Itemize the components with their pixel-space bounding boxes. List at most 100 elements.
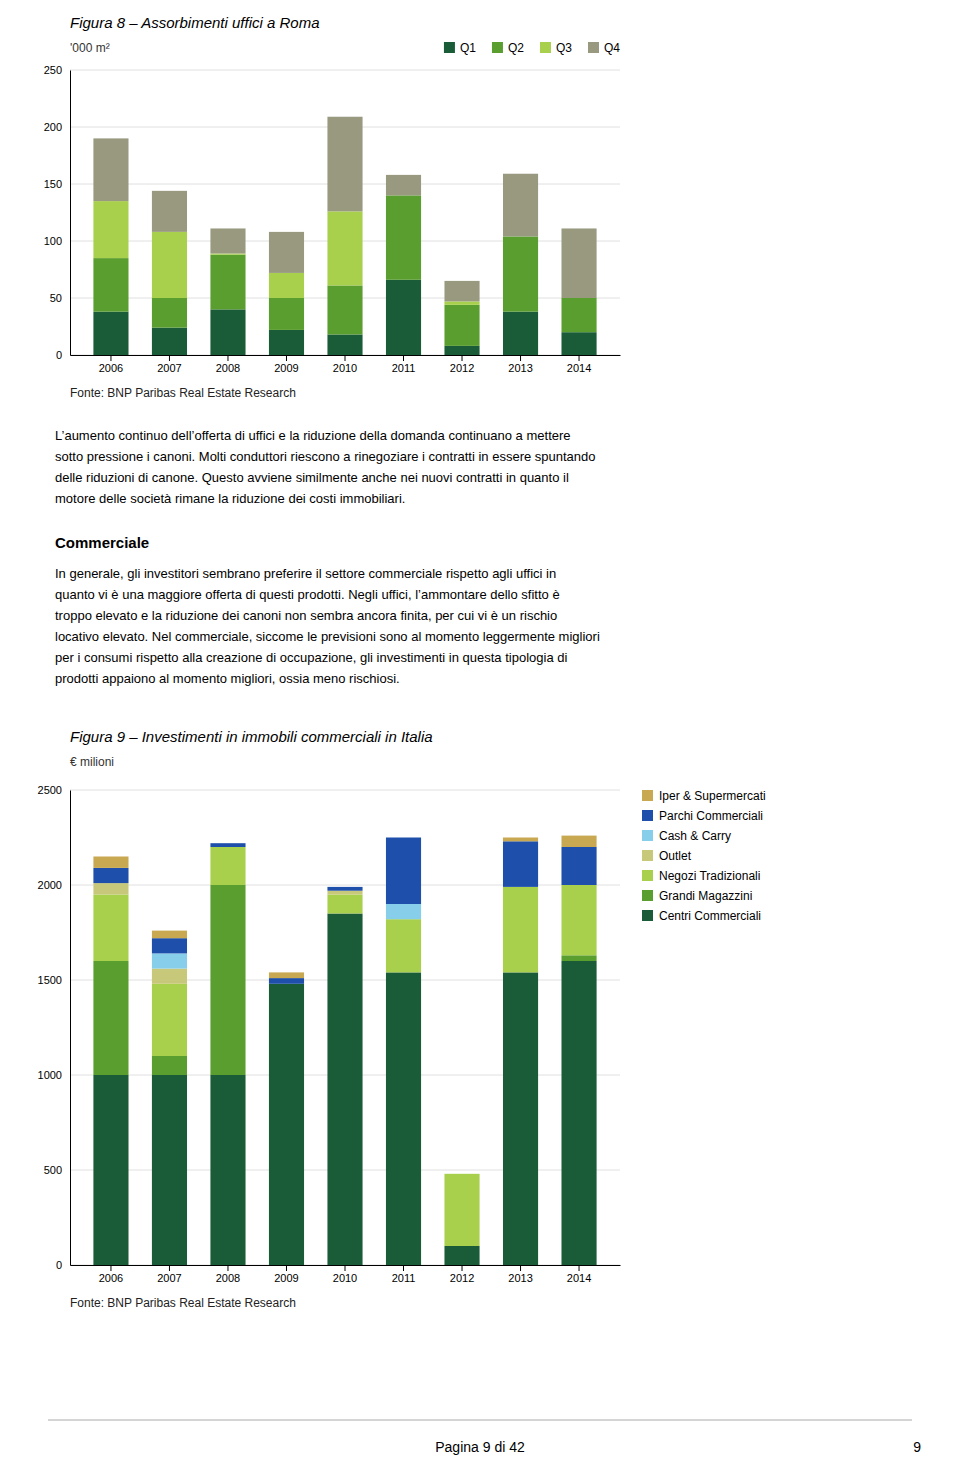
bar: [210, 228, 245, 253]
bar: [444, 301, 479, 304]
bar: [210, 847, 245, 885]
tick-label: 0: [56, 349, 62, 361]
chart: Figura 8 – Assorbimenti uffici a Roma'00…: [44, 14, 621, 400]
text-block: L’aumento continuo dell’offerta di uffic…: [55, 428, 596, 506]
bar: [386, 904, 421, 919]
tick-mark: [403, 1265, 404, 1271]
bar: [327, 334, 362, 355]
series: [93, 117, 596, 302]
tick-mark: [345, 1265, 346, 1271]
bar: [444, 305, 479, 346]
bar: [386, 972, 421, 1265]
tick-mark: [462, 355, 463, 361]
bar: [444, 346, 479, 355]
tick: 250: [44, 64, 70, 76]
tick-label: 150: [44, 178, 62, 190]
tick-mark: [579, 355, 580, 361]
tick-label: 2012: [450, 362, 474, 374]
legend-label: Outlet: [659, 849, 692, 863]
separator: [48, 1420, 912, 1421]
bar: [152, 938, 187, 953]
bar: [386, 838, 421, 905]
bar: [444, 1246, 479, 1265]
paragraph-line: In generale, gli investitori sembrano pr…: [55, 566, 556, 581]
legend-label: Q1: [460, 41, 476, 55]
bar: [210, 254, 245, 255]
bar: [444, 1174, 479, 1246]
bar: [561, 961, 596, 1265]
legend-swatch: [642, 870, 653, 881]
tick: 2010: [333, 1265, 357, 1284]
tick-mark: [520, 355, 521, 361]
tick-label: 200: [44, 121, 62, 133]
bar: [152, 298, 187, 328]
bar: [444, 1173, 479, 1174]
bar: [210, 1075, 245, 1265]
tick: 50: [50, 292, 70, 304]
paragraph-line: per i consumi rispetto alla creazione di…: [55, 650, 567, 665]
y-axis: 0 50 100 150 200 250: [44, 64, 71, 361]
legend-label: Q4: [604, 41, 620, 55]
bar: [152, 984, 187, 1056]
tick-label: 2014: [567, 362, 591, 374]
tick-label: 0: [56, 1259, 62, 1271]
tick-label: 1500: [38, 974, 62, 986]
bar: [386, 175, 421, 196]
tick-label: 2007: [157, 1272, 181, 1284]
bar: [327, 211, 362, 285]
legend-swatch: [588, 42, 599, 53]
paragraph-line: delle riduzioni di canone. Questo avvien…: [55, 470, 569, 485]
legend-label: Q3: [556, 41, 572, 55]
tick: 2007: [157, 1265, 181, 1284]
tick-label: 2006: [99, 1272, 123, 1284]
bar: [93, 201, 128, 258]
legend-item: Grandi Magazzini: [642, 889, 752, 903]
tick: 2013: [508, 355, 532, 374]
legend-item: Centri Commerciali: [642, 909, 761, 923]
bar: [327, 891, 362, 895]
bar: [327, 914, 362, 1266]
bar: [444, 1173, 479, 1174]
tick: 2012: [450, 1265, 474, 1284]
tick-mark: [520, 1265, 521, 1271]
tick-label: 2013: [508, 1272, 532, 1284]
tick-mark: [169, 1265, 170, 1271]
axis-line: [70, 791, 71, 1266]
bar: [269, 978, 304, 984]
bar: [386, 280, 421, 355]
tick-mark: [227, 355, 228, 361]
tick: 1000: [38, 1069, 70, 1081]
bar: [503, 887, 538, 973]
y-axis: 05001000150020002500: [38, 784, 71, 1271]
bar: [93, 1075, 128, 1265]
bar: [503, 236, 538, 311]
tick: 2008: [216, 355, 240, 374]
legend-swatch: [642, 790, 653, 801]
paragraph-line: sotto pressione i canoni. Molti condutto…: [55, 449, 596, 464]
tick-label: 1000: [38, 1069, 62, 1081]
grid: [70, 790, 620, 1265]
bar: [269, 972, 304, 978]
legend-swatch: [540, 42, 551, 53]
tick-mark: [169, 355, 170, 361]
bar: [93, 895, 128, 962]
legend-item: Q4: [588, 41, 620, 55]
axis-line: [70, 71, 71, 356]
page-number: 9: [913, 1439, 921, 1455]
tick: 150: [44, 178, 70, 190]
tick-label: 500: [44, 1164, 62, 1176]
plot-area: [93, 117, 596, 355]
bar: [152, 931, 187, 939]
bar: [561, 228, 596, 298]
legend-label: Centri Commerciali: [659, 909, 761, 923]
bar: [152, 191, 187, 232]
bar: [561, 955, 596, 961]
grid-line: [70, 790, 620, 791]
bar: [269, 298, 304, 330]
tick: 100: [44, 235, 70, 247]
legend-swatch: [642, 830, 653, 841]
bar: [93, 961, 128, 1075]
tick-label: 2008: [216, 1272, 240, 1284]
tick-label: 2008: [216, 362, 240, 374]
tick: 2010: [333, 355, 357, 374]
